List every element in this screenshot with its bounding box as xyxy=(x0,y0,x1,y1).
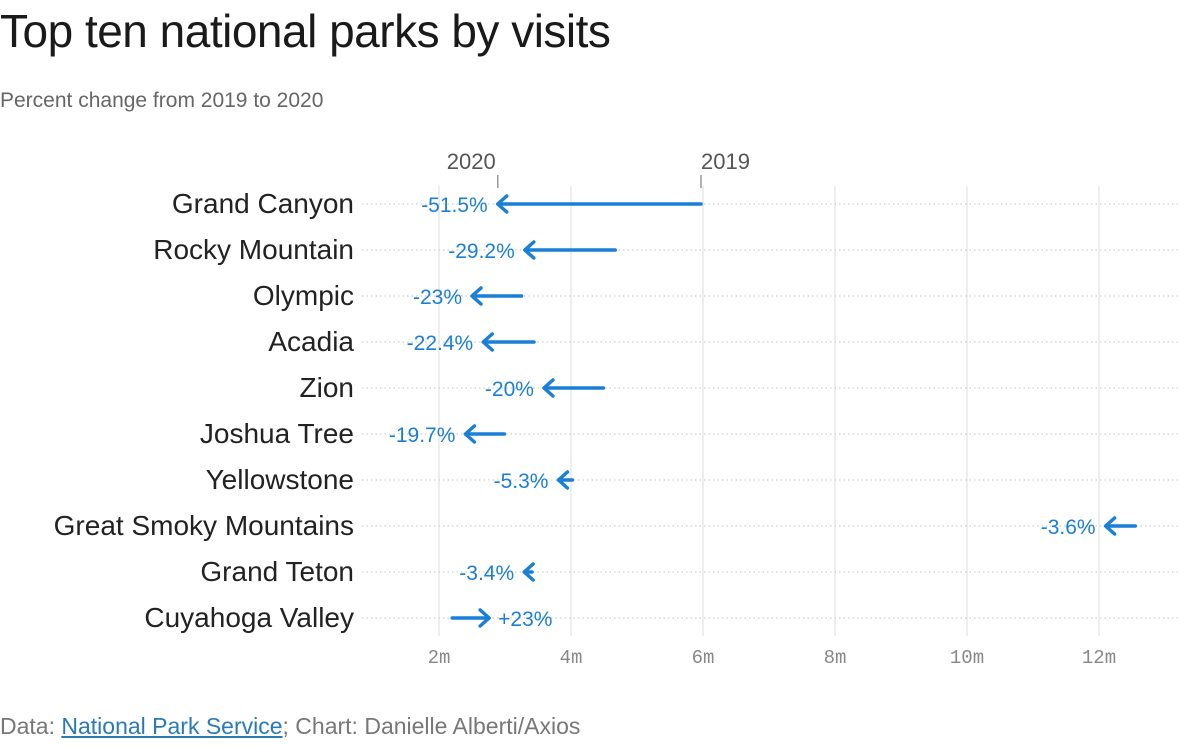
change-arrow-head xyxy=(481,332,494,352)
change-label: -3.4% xyxy=(459,562,514,585)
change-label: -22.4% xyxy=(407,332,474,355)
change-arrow-head xyxy=(556,470,570,490)
chart-subtitle: Percent change from 2019 to 2020 xyxy=(0,89,324,112)
change-label: -3.6% xyxy=(1041,516,1096,539)
park-label: Zion xyxy=(300,372,354,403)
change-arrow-head xyxy=(522,562,535,582)
x-tick-label: 2m xyxy=(428,647,451,669)
change-arrow-head xyxy=(470,286,483,306)
change-label: -23% xyxy=(413,286,462,309)
footer-credit: Data: National Park Service; Chart: Dani… xyxy=(0,713,580,740)
x-tick-label: 4m xyxy=(560,647,583,669)
park-label: Joshua Tree xyxy=(200,418,354,449)
change-label: +23% xyxy=(498,608,552,631)
change-arrow-head xyxy=(523,240,536,260)
park-label: Olympic xyxy=(253,280,354,311)
change-arrow-head xyxy=(542,378,555,398)
park-label: Rocky Mountain xyxy=(153,234,354,265)
footer-prefix: Data: xyxy=(0,713,62,739)
legend-label-2020: 2020 xyxy=(447,149,496,174)
footer-suffix: ; Chart: Danielle Alberti/Axios xyxy=(282,713,581,739)
x-tick-label: 8m xyxy=(824,647,847,669)
change-label: -29.2% xyxy=(448,240,515,263)
park-label: Great Smoky Mountains xyxy=(54,510,354,541)
change-arrow-head xyxy=(463,424,477,444)
park-label: Cuyahoga Valley xyxy=(144,602,354,633)
park-label: Acadia xyxy=(268,326,354,357)
change-label: -20% xyxy=(485,378,534,401)
park-label: Yellowstone xyxy=(206,464,354,495)
change-arrow-head xyxy=(478,608,491,628)
change-label: -5.3% xyxy=(494,470,549,493)
change-label: -19.7% xyxy=(389,424,456,447)
change-arrow-head xyxy=(495,194,509,214)
change-label: -51.5% xyxy=(421,194,488,217)
x-tick-label: 6m xyxy=(692,647,715,669)
park-label: Grand Teton xyxy=(200,556,354,587)
x-tick-label: 10m xyxy=(950,647,984,669)
change-arrow-head xyxy=(1103,516,1117,536)
park-label: Grand Canyon xyxy=(172,188,354,219)
chart-title: Top ten national parks by visits xyxy=(0,5,611,57)
source-link[interactable]: National Park Service xyxy=(61,713,283,739)
x-tick-label: 12m xyxy=(1082,647,1116,669)
legend-label-2019: 2019 xyxy=(701,149,750,174)
